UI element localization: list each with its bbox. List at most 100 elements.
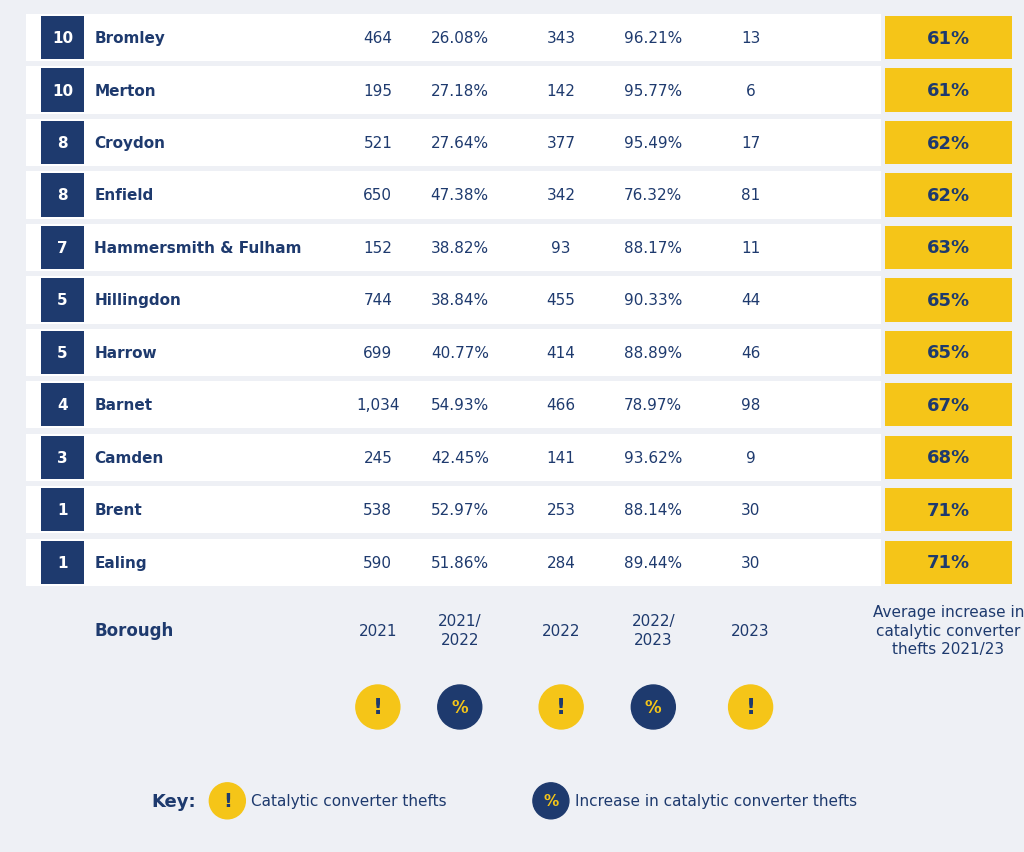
Text: 9: 9 (745, 450, 756, 465)
Text: Brent: Brent (94, 503, 142, 518)
Bar (26, 330, 881, 377)
Bar (885, 436, 1012, 480)
Text: 141: 141 (547, 450, 575, 465)
Text: 63%: 63% (927, 239, 970, 257)
Text: 8: 8 (57, 188, 68, 204)
Text: 6: 6 (745, 83, 756, 99)
Text: 342: 342 (547, 188, 575, 204)
Text: 17: 17 (741, 135, 760, 151)
Bar (885, 383, 1012, 427)
Text: 52.97%: 52.97% (431, 503, 488, 518)
Text: 30: 30 (741, 555, 760, 570)
Bar (26, 486, 881, 533)
Text: Camden: Camden (94, 450, 164, 465)
Text: 3: 3 (57, 450, 68, 465)
Text: 95.49%: 95.49% (625, 135, 682, 151)
Text: 61%: 61% (927, 30, 970, 48)
Text: 62%: 62% (927, 187, 970, 204)
Text: 93.62%: 93.62% (624, 450, 683, 465)
Bar (26, 382, 881, 429)
Bar (26, 539, 881, 586)
Text: 96.21%: 96.21% (625, 31, 682, 46)
Text: 61%: 61% (927, 82, 970, 100)
Bar (41, 122, 84, 165)
Text: 93: 93 (551, 240, 571, 256)
Text: 1,034: 1,034 (356, 398, 399, 413)
Text: !: ! (223, 792, 231, 810)
Text: 699: 699 (364, 345, 392, 360)
Text: 4: 4 (57, 398, 68, 413)
Bar (885, 122, 1012, 165)
Text: 78.97%: 78.97% (625, 398, 682, 413)
Text: 62%: 62% (927, 135, 970, 153)
Bar (41, 488, 84, 532)
Text: 1: 1 (57, 503, 68, 518)
Bar (41, 383, 84, 427)
Text: Croydon: Croydon (94, 135, 165, 151)
Circle shape (209, 783, 246, 819)
Text: 90.33%: 90.33% (624, 293, 683, 308)
Text: !: ! (556, 697, 566, 717)
Text: 98: 98 (741, 398, 760, 413)
Text: 76.32%: 76.32% (625, 188, 682, 204)
Text: !: ! (373, 697, 383, 717)
Bar (885, 541, 1012, 584)
Bar (41, 69, 84, 112)
Text: 46: 46 (741, 345, 760, 360)
Text: 343: 343 (547, 31, 575, 46)
Text: 44: 44 (741, 293, 760, 308)
Text: 7: 7 (57, 240, 68, 256)
Bar (885, 331, 1012, 375)
Bar (26, 434, 881, 481)
Text: 51.86%: 51.86% (431, 555, 488, 570)
Text: 68%: 68% (927, 449, 970, 467)
Text: Catalytic converter thefts: Catalytic converter thefts (251, 793, 446, 809)
Bar (885, 17, 1012, 60)
Text: 27.18%: 27.18% (431, 83, 488, 99)
Text: 744: 744 (364, 293, 392, 308)
Text: 521: 521 (364, 135, 392, 151)
Circle shape (438, 685, 481, 729)
Bar (26, 120, 881, 167)
Text: 81: 81 (741, 188, 760, 204)
Text: 89.44%: 89.44% (625, 555, 682, 570)
Bar (41, 331, 84, 375)
Bar (885, 279, 1012, 322)
Text: 464: 464 (364, 31, 392, 46)
Text: 466: 466 (547, 398, 575, 413)
Text: 2021: 2021 (358, 623, 397, 638)
Text: 30: 30 (741, 503, 760, 518)
Text: 42.45%: 42.45% (431, 450, 488, 465)
Text: Average increase in
catalytic converter
thefts 2021/23: Average increase in catalytic converter … (872, 604, 1024, 657)
Text: Hammersmith & Fulham: Hammersmith & Fulham (94, 240, 302, 256)
Text: Borough: Borough (94, 621, 173, 640)
Text: %: % (645, 698, 662, 717)
Bar (885, 69, 1012, 112)
Bar (41, 541, 84, 584)
Text: Harrow: Harrow (94, 345, 157, 360)
Text: 38.82%: 38.82% (431, 240, 488, 256)
Text: Key:: Key: (152, 792, 197, 810)
Bar (41, 227, 84, 270)
Circle shape (729, 685, 772, 729)
Bar (26, 67, 881, 114)
Text: 88.17%: 88.17% (625, 240, 682, 256)
Text: 5: 5 (57, 345, 68, 360)
Circle shape (532, 783, 569, 819)
Text: 142: 142 (547, 83, 575, 99)
Text: Barnet: Barnet (94, 398, 153, 413)
Text: 26.08%: 26.08% (431, 31, 488, 46)
Text: 10: 10 (52, 83, 73, 99)
Text: 10: 10 (52, 31, 73, 46)
Bar (26, 172, 881, 219)
Text: %: % (544, 793, 558, 809)
Text: 65%: 65% (927, 344, 970, 362)
Text: Bromley: Bromley (94, 31, 165, 46)
Bar (41, 174, 84, 217)
Text: Enfield: Enfield (94, 188, 154, 204)
Text: 195: 195 (364, 83, 392, 99)
Bar (41, 17, 84, 60)
Text: 253: 253 (547, 503, 575, 518)
Text: 1: 1 (57, 555, 68, 570)
Text: 590: 590 (364, 555, 392, 570)
